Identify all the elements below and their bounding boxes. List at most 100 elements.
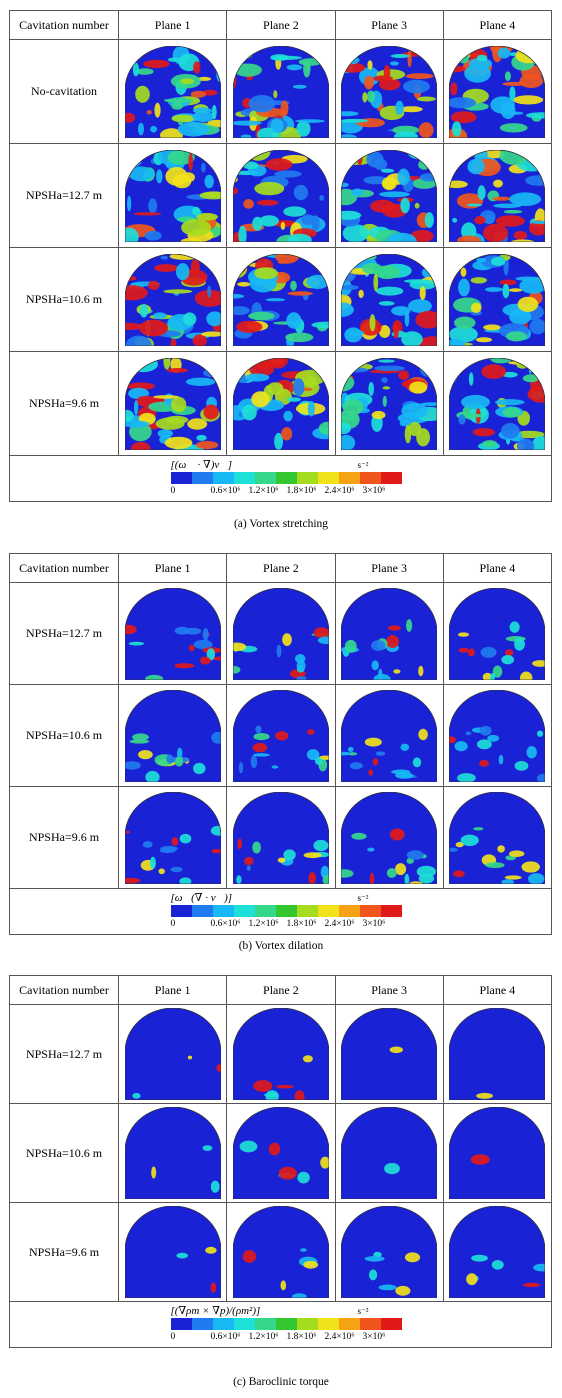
vorticity-region: [124, 322, 143, 330]
vorticity-region: [382, 395, 388, 407]
vorticity-region: [369, 313, 376, 331]
vorticity-region: [265, 297, 286, 301]
colorbar-swatch: [317, 1318, 339, 1330]
dome-contour-svg: [449, 357, 546, 450]
vorticity-region: [187, 1055, 192, 1060]
vorticity-region: [452, 120, 462, 137]
colorbar-swatch: [317, 472, 339, 484]
vorticity-region: [202, 1145, 212, 1151]
vorticity-region: [395, 1285, 411, 1296]
vorticity-region: [232, 665, 241, 674]
vorticity-region: [412, 756, 422, 767]
vorticity-region: [137, 122, 144, 135]
dome-outline: [232, 45, 329, 138]
vorticity-region: [493, 203, 522, 208]
contour-plot: [442, 247, 553, 352]
contour-plot: [117, 143, 228, 248]
vorticity-region: [502, 371, 519, 377]
colorbar-swatch: [170, 472, 192, 484]
vorticity-region: [165, 166, 188, 186]
vorticity-region: [155, 168, 163, 183]
vorticity-region: [358, 289, 364, 298]
vorticity-region: [190, 258, 200, 276]
vorticity-region: [160, 255, 168, 259]
vorticity-region: [280, 99, 289, 117]
dome-contour-svg: [232, 1107, 329, 1199]
vorticity-region: [505, 648, 514, 656]
vorticity-region: [192, 333, 207, 346]
vorticity-region: [477, 54, 488, 61]
dome-contour-svg: [449, 587, 546, 680]
vorticity-region: [539, 373, 546, 379]
colorbar: [(∇ρm × ∇p)/(ρm²)] s⁻² 0 0.6×10⁶ 1.2×10⁶ 1.…: [170, 1302, 402, 1347]
vorticity-region: [275, 730, 289, 740]
contour-plot: [117, 786, 228, 889]
vorticity-region: [180, 218, 211, 236]
vorticity-region: [200, 330, 221, 337]
vorticity-region: [389, 1046, 404, 1054]
vorticity-region: [311, 321, 329, 328]
vorticity-region: [290, 280, 297, 291]
contour-plot: [442, 582, 553, 685]
vorticity-region: [373, 673, 391, 680]
vorticity-region: [313, 839, 329, 851]
vorticity-region: [175, 262, 190, 280]
dome-contour-svg: [449, 149, 546, 242]
contour-plot: [226, 351, 336, 456]
vorticity-region: [275, 1084, 294, 1089]
vorticity-region: [485, 286, 504, 292]
vorticity-region: [393, 668, 401, 674]
dome-contour-svg: [232, 357, 329, 450]
vorticity-region: [301, 213, 315, 225]
vorticity-region: [479, 725, 492, 736]
vorticity-region: [496, 214, 526, 227]
vorticity-region: [152, 394, 179, 399]
colorbar-title: [ω⃗(∇ · v⃗)]: [170, 892, 233, 904]
vorticity-region: [341, 182, 350, 187]
vorticity-region: [398, 369, 410, 380]
vorticity-region: [469, 371, 474, 386]
vorticity-region: [400, 743, 410, 751]
contour-plot: [117, 684, 228, 787]
contour-plot: [334, 1202, 444, 1302]
contour-plot: [442, 1103, 553, 1203]
colorbar-tick-label: 1.2×10⁶: [248, 486, 279, 496]
vorticity-region: [253, 1080, 273, 1092]
dome-outline: [341, 689, 438, 782]
vorticity-region: [177, 121, 209, 137]
vorticity-region: [158, 867, 165, 874]
vorticity-region: [134, 85, 150, 103]
row-label: NPSHa=10.6 m: [9, 247, 119, 352]
contour-plot: [226, 143, 336, 248]
vorticity-region: [341, 434, 356, 450]
vorticity-region: [382, 385, 391, 389]
vorticity-region: [313, 626, 329, 638]
vorticity-region: [481, 363, 507, 379]
vorticity-region: [192, 762, 206, 774]
vorticity-region: [283, 848, 296, 860]
contour-plot: [226, 1202, 336, 1302]
row-label: NPSHa=10.6 m: [9, 1103, 119, 1203]
dome-contour-svg: [232, 149, 329, 242]
vorticity-region: [520, 671, 533, 680]
vorticity-region: [477, 184, 487, 200]
vorticity-region: [320, 1156, 329, 1169]
header-row: Cavitation number Plane 1 Plane 2 Plane …: [9, 975, 553, 1005]
dome-outline: [449, 357, 546, 450]
dome-outline: [232, 791, 329, 884]
vorticity-region: [253, 732, 270, 740]
vorticity-region: [414, 202, 420, 209]
vorticity-region: [500, 122, 528, 132]
colorbar-cell: [(ω⃗ · ∇)v⃗] s⁻² 0 0.6×10⁶ 1.2×10⁶ 1.8×10⁶ 2…: [9, 455, 552, 502]
vorticity-region: [145, 770, 160, 782]
vorticity-region: [292, 377, 305, 396]
vorticity-region: [407, 49, 412, 67]
vorticity-region: [351, 188, 364, 196]
vorticity-region: [492, 196, 512, 201]
vorticity-region: [139, 303, 148, 317]
vorticity-region: [400, 105, 423, 112]
vorticity-region: [404, 873, 410, 884]
vorticity-region: [248, 94, 276, 112]
vorticity-region: [296, 675, 307, 680]
colorbar-swatch: [296, 905, 318, 917]
